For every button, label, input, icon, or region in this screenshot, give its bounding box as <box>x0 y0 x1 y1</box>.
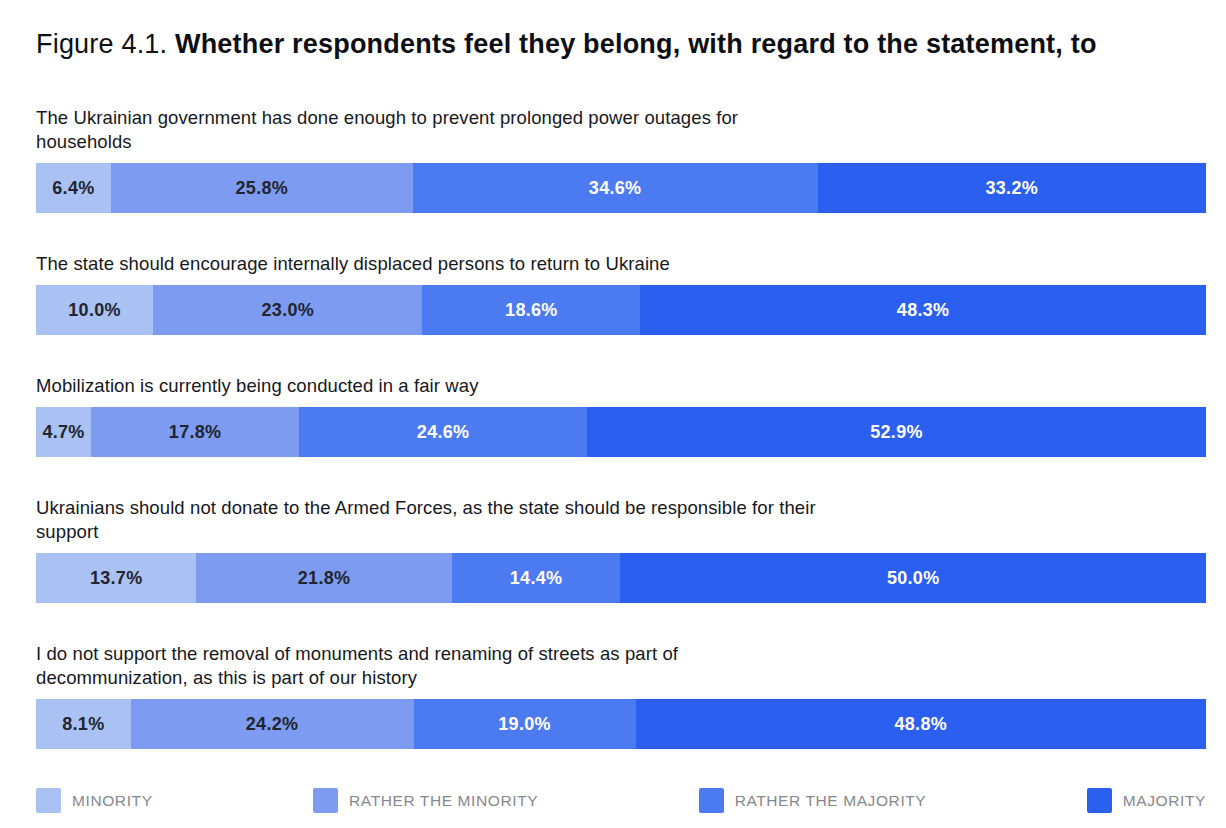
bar-segment: 48.3% <box>640 285 1206 335</box>
bar-segment-value: 24.2% <box>246 714 299 735</box>
legend-item-minority: MINORITY <box>36 788 153 813</box>
bar-segment: 18.6% <box>422 285 640 335</box>
legend-item-rather-the-minority: RATHER THE MINORITY <box>313 788 538 813</box>
bar-segment: 17.8% <box>91 407 299 457</box>
bar-segment: 24.2% <box>131 699 414 749</box>
bar-segment: 52.9% <box>587 407 1206 457</box>
bar-segment: 10.0% <box>36 285 153 335</box>
bar-segment: 24.6% <box>299 407 587 457</box>
bar-segment-value: 33.2% <box>985 178 1038 199</box>
bar-segment: 13.7% <box>36 553 196 603</box>
stacked-bar: 10.0% 23.0% 18.6% 48.3% <box>36 285 1206 335</box>
chart-row: The Ukrainian government has done enough… <box>36 106 1206 213</box>
bar-segment: 8.1% <box>36 699 131 749</box>
legend: MINORITY RATHER THE MINORITY RATHER THE … <box>36 788 1206 813</box>
bar-segment: 23.0% <box>153 285 422 335</box>
bar-segment: 19.0% <box>414 699 636 749</box>
stacked-bar: 8.1% 24.2% 19.0% 48.8% <box>36 699 1206 749</box>
legend-swatch-minority <box>36 788 61 813</box>
bar-segment-value: 25.8% <box>236 178 289 199</box>
bar-segment-value: 14.4% <box>510 568 563 589</box>
statement-label: I do not support the removal of monument… <box>36 642 826 690</box>
legend-swatch-rather-the-majority <box>699 788 724 813</box>
statement-label: Mobilization is currently being conducte… <box>36 374 826 398</box>
stacked-bar: 13.7% 21.8% 14.4% 50.0% <box>36 553 1206 603</box>
bar-segment-value: 13.7% <box>90 568 143 589</box>
chart-row: I do not support the removal of monument… <box>36 642 1206 749</box>
bar-segment-value: 21.8% <box>298 568 351 589</box>
legend-label: RATHER THE MAJORITY <box>735 792 927 810</box>
statement-label: The state should encourage internally di… <box>36 252 826 276</box>
bar-segment-value: 48.8% <box>894 714 947 735</box>
bar-segment: 25.8% <box>111 163 413 213</box>
statement-label: Ukrainians should not donate to the Arme… <box>36 496 826 544</box>
chart-row: Mobilization is currently being conducte… <box>36 374 1206 457</box>
bar-segment: 33.2% <box>818 163 1206 213</box>
bar-segment-value: 48.3% <box>897 300 950 321</box>
figure-number: Figure 4.1. <box>36 29 175 59</box>
bar-segment: 48.8% <box>636 699 1206 749</box>
legend-item-rather-the-majority: RATHER THE MAJORITY <box>699 788 927 813</box>
bar-segment-value: 8.1% <box>62 714 104 735</box>
bar-segment: 4.7% <box>36 407 91 457</box>
legend-item-majority: MAJORITY <box>1087 788 1206 813</box>
bar-segment: 50.0% <box>620 553 1206 603</box>
figure-4-1: Figure 4.1. Whether respondents feel the… <box>0 0 1226 828</box>
chart-rows: The Ukrainian government has done enough… <box>36 106 1206 749</box>
stacked-bar: 6.4% 25.8% 34.6% 33.2% <box>36 163 1206 213</box>
bar-segment-value: 50.0% <box>887 568 940 589</box>
bar-segment-value: 52.9% <box>870 422 923 443</box>
bar-segment-value: 17.8% <box>169 422 222 443</box>
bar-segment: 21.8% <box>196 553 451 603</box>
legend-swatch-majority <box>1087 788 1112 813</box>
stacked-bar: 4.7% 17.8% 24.6% 52.9% <box>36 407 1206 457</box>
bar-segment-value: 10.0% <box>68 300 121 321</box>
bar-segment-value: 4.7% <box>42 422 84 443</box>
figure-title: Figure 4.1. Whether respondents feel the… <box>36 26 1206 62</box>
bar-segment-value: 34.6% <box>589 178 642 199</box>
figure-title-text: Whether respondents feel they belong, wi… <box>175 29 1097 59</box>
bar-segment-value: 19.0% <box>498 714 551 735</box>
bar-segment-value: 6.4% <box>52 178 94 199</box>
bar-segment: 6.4% <box>36 163 111 213</box>
bar-segment-value: 18.6% <box>505 300 558 321</box>
legend-label: MINORITY <box>72 792 153 810</box>
legend-swatch-rather-the-minority <box>313 788 338 813</box>
bar-segment: 34.6% <box>413 163 818 213</box>
statement-label: The Ukrainian government has done enough… <box>36 106 826 154</box>
bar-segment-value: 23.0% <box>262 300 315 321</box>
chart-row: Ukrainians should not donate to the Arme… <box>36 496 1206 603</box>
legend-label: RATHER THE MINORITY <box>349 792 538 810</box>
chart-row: The state should encourage internally di… <box>36 252 1206 335</box>
bar-segment-value: 24.6% <box>417 422 470 443</box>
legend-label: MAJORITY <box>1123 792 1206 810</box>
bar-segment: 14.4% <box>452 553 621 603</box>
